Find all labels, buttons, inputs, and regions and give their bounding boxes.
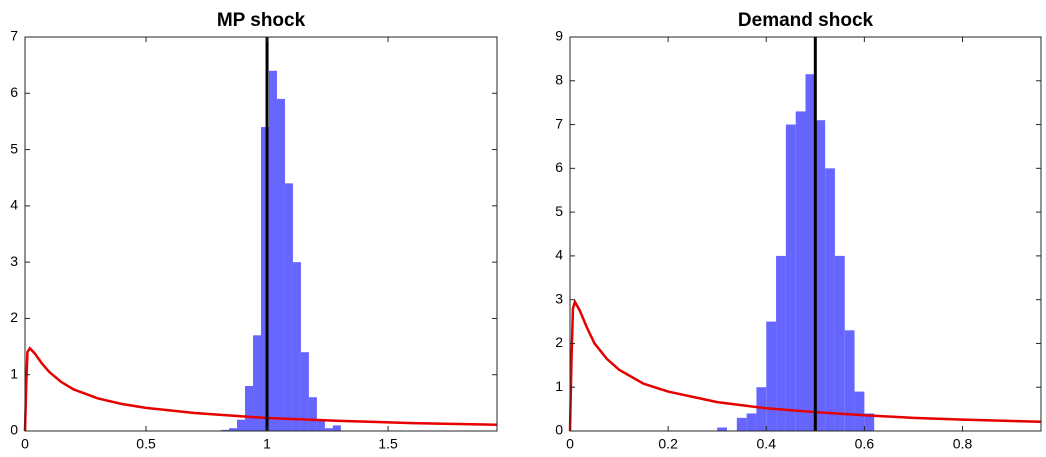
y-tick-label: 9 (555, 28, 563, 44)
hist-bar (805, 74, 816, 431)
y-tick-label: 2 (555, 334, 563, 350)
hist-bar (324, 428, 333, 431)
hist-bar (284, 183, 293, 431)
hist-bar (825, 168, 835, 432)
hist-bar (864, 413, 875, 431)
hist-bar (237, 419, 246, 431)
y-tick-label: 8 (555, 71, 563, 87)
hist-bar (261, 127, 269, 432)
prior-density (23, 346, 498, 432)
y-tick-label: 5 (10, 140, 18, 156)
hist-bar (229, 428, 238, 431)
y-tick-label: 0 (10, 422, 18, 438)
y-tick-label: 2 (10, 309, 18, 325)
hist-bar (268, 70, 277, 432)
hist-bar (766, 321, 777, 431)
y-tick-label: 3 (10, 253, 18, 269)
y-tick-label: 6 (555, 159, 563, 175)
hist-bar (300, 352, 309, 431)
chart-title: MP shock (217, 10, 306, 31)
hist-bar (316, 419, 325, 431)
y-tick-label: 7 (555, 115, 563, 131)
x-tick-label: 0.6 (855, 436, 875, 452)
x-tick-label: 0 (21, 436, 29, 452)
axes-box (24, 36, 498, 432)
y-tick-label: 1 (10, 365, 18, 381)
hist-bar (717, 427, 727, 431)
y-tick-label: 1 (555, 378, 563, 394)
hist-bar (253, 335, 261, 431)
hist-bar (854, 391, 865, 431)
hist-bar (308, 397, 317, 431)
axes-box (569, 36, 1042, 432)
x-tick-label: 0.2 (658, 436, 678, 452)
hist-bar (245, 385, 254, 431)
x-tick-label: 0.5 (136, 436, 156, 452)
chart-title: Demand shock (738, 10, 874, 31)
y-tick-label: 6 (10, 84, 18, 100)
y-tick-label: 5 (555, 203, 563, 219)
x-tick-label: 0 (566, 436, 574, 452)
hist-bar (785, 124, 796, 432)
hist-bar (221, 429, 230, 431)
hist-bar (292, 262, 301, 431)
y-tick-label: 7 (10, 28, 18, 44)
hist-bar (844, 330, 855, 431)
hist-bar (276, 98, 285, 432)
hist-bar (746, 413, 757, 431)
y-tick-label: 4 (10, 197, 18, 213)
hist-bar (795, 111, 806, 431)
x-tick-label: 1 (263, 436, 271, 452)
hist-bar (776, 255, 786, 431)
y-tick-label: 3 (555, 290, 563, 306)
hist-bar (834, 255, 845, 431)
hist-bar (756, 387, 767, 431)
y-tick-label: 0 (555, 422, 563, 438)
hist-bar (815, 120, 826, 431)
hist-bar (332, 425, 341, 431)
x-tick-label: 0.4 (757, 436, 777, 452)
prior-density (568, 298, 1042, 432)
x-tick-label: 0.8 (953, 436, 973, 452)
hist-bar (736, 417, 747, 431)
y-tick-label: 4 (555, 247, 563, 263)
x-tick-label: 1.5 (378, 436, 398, 452)
